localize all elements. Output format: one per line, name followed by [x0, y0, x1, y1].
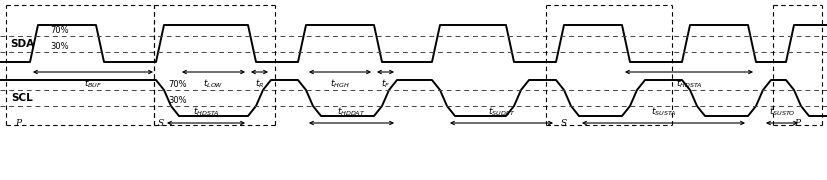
Text: 30%: 30%: [168, 96, 186, 105]
Text: $t_{HDSTA}$: $t_{HDSTA}$: [675, 77, 701, 89]
Text: $t_{F}$: $t_{F}$: [380, 77, 390, 89]
Text: 70%: 70%: [50, 26, 69, 35]
Text: S: S: [560, 119, 566, 128]
Text: $t_{HDDAT}$: $t_{HDDAT}$: [337, 105, 366, 118]
Text: P: P: [15, 119, 21, 128]
Text: $t_{SUDAT}$: $t_{SUDAT}$: [487, 105, 514, 118]
Text: $t_{SUSTA}$: $t_{SUSTA}$: [650, 105, 676, 118]
Text: $t_{BUF}$: $t_{BUF}$: [84, 77, 102, 89]
Text: SDA: SDA: [10, 39, 34, 49]
Text: $t_{SUSTO}$: $t_{SUSTO}$: [767, 105, 795, 118]
Text: 30%: 30%: [50, 42, 69, 51]
Text: $t_{LOW}$: $t_{LOW}$: [203, 77, 223, 89]
Text: SCL: SCL: [11, 93, 33, 103]
Text: $t_{R}$: $t_{R}$: [255, 77, 264, 89]
Text: P: P: [793, 119, 799, 128]
Text: S: S: [158, 119, 164, 128]
Text: 70%: 70%: [168, 80, 186, 89]
Text: $t_{HDSTA}$: $t_{HDSTA}$: [193, 105, 219, 118]
Text: $t_{HGH}$: $t_{HGH}$: [330, 77, 350, 89]
